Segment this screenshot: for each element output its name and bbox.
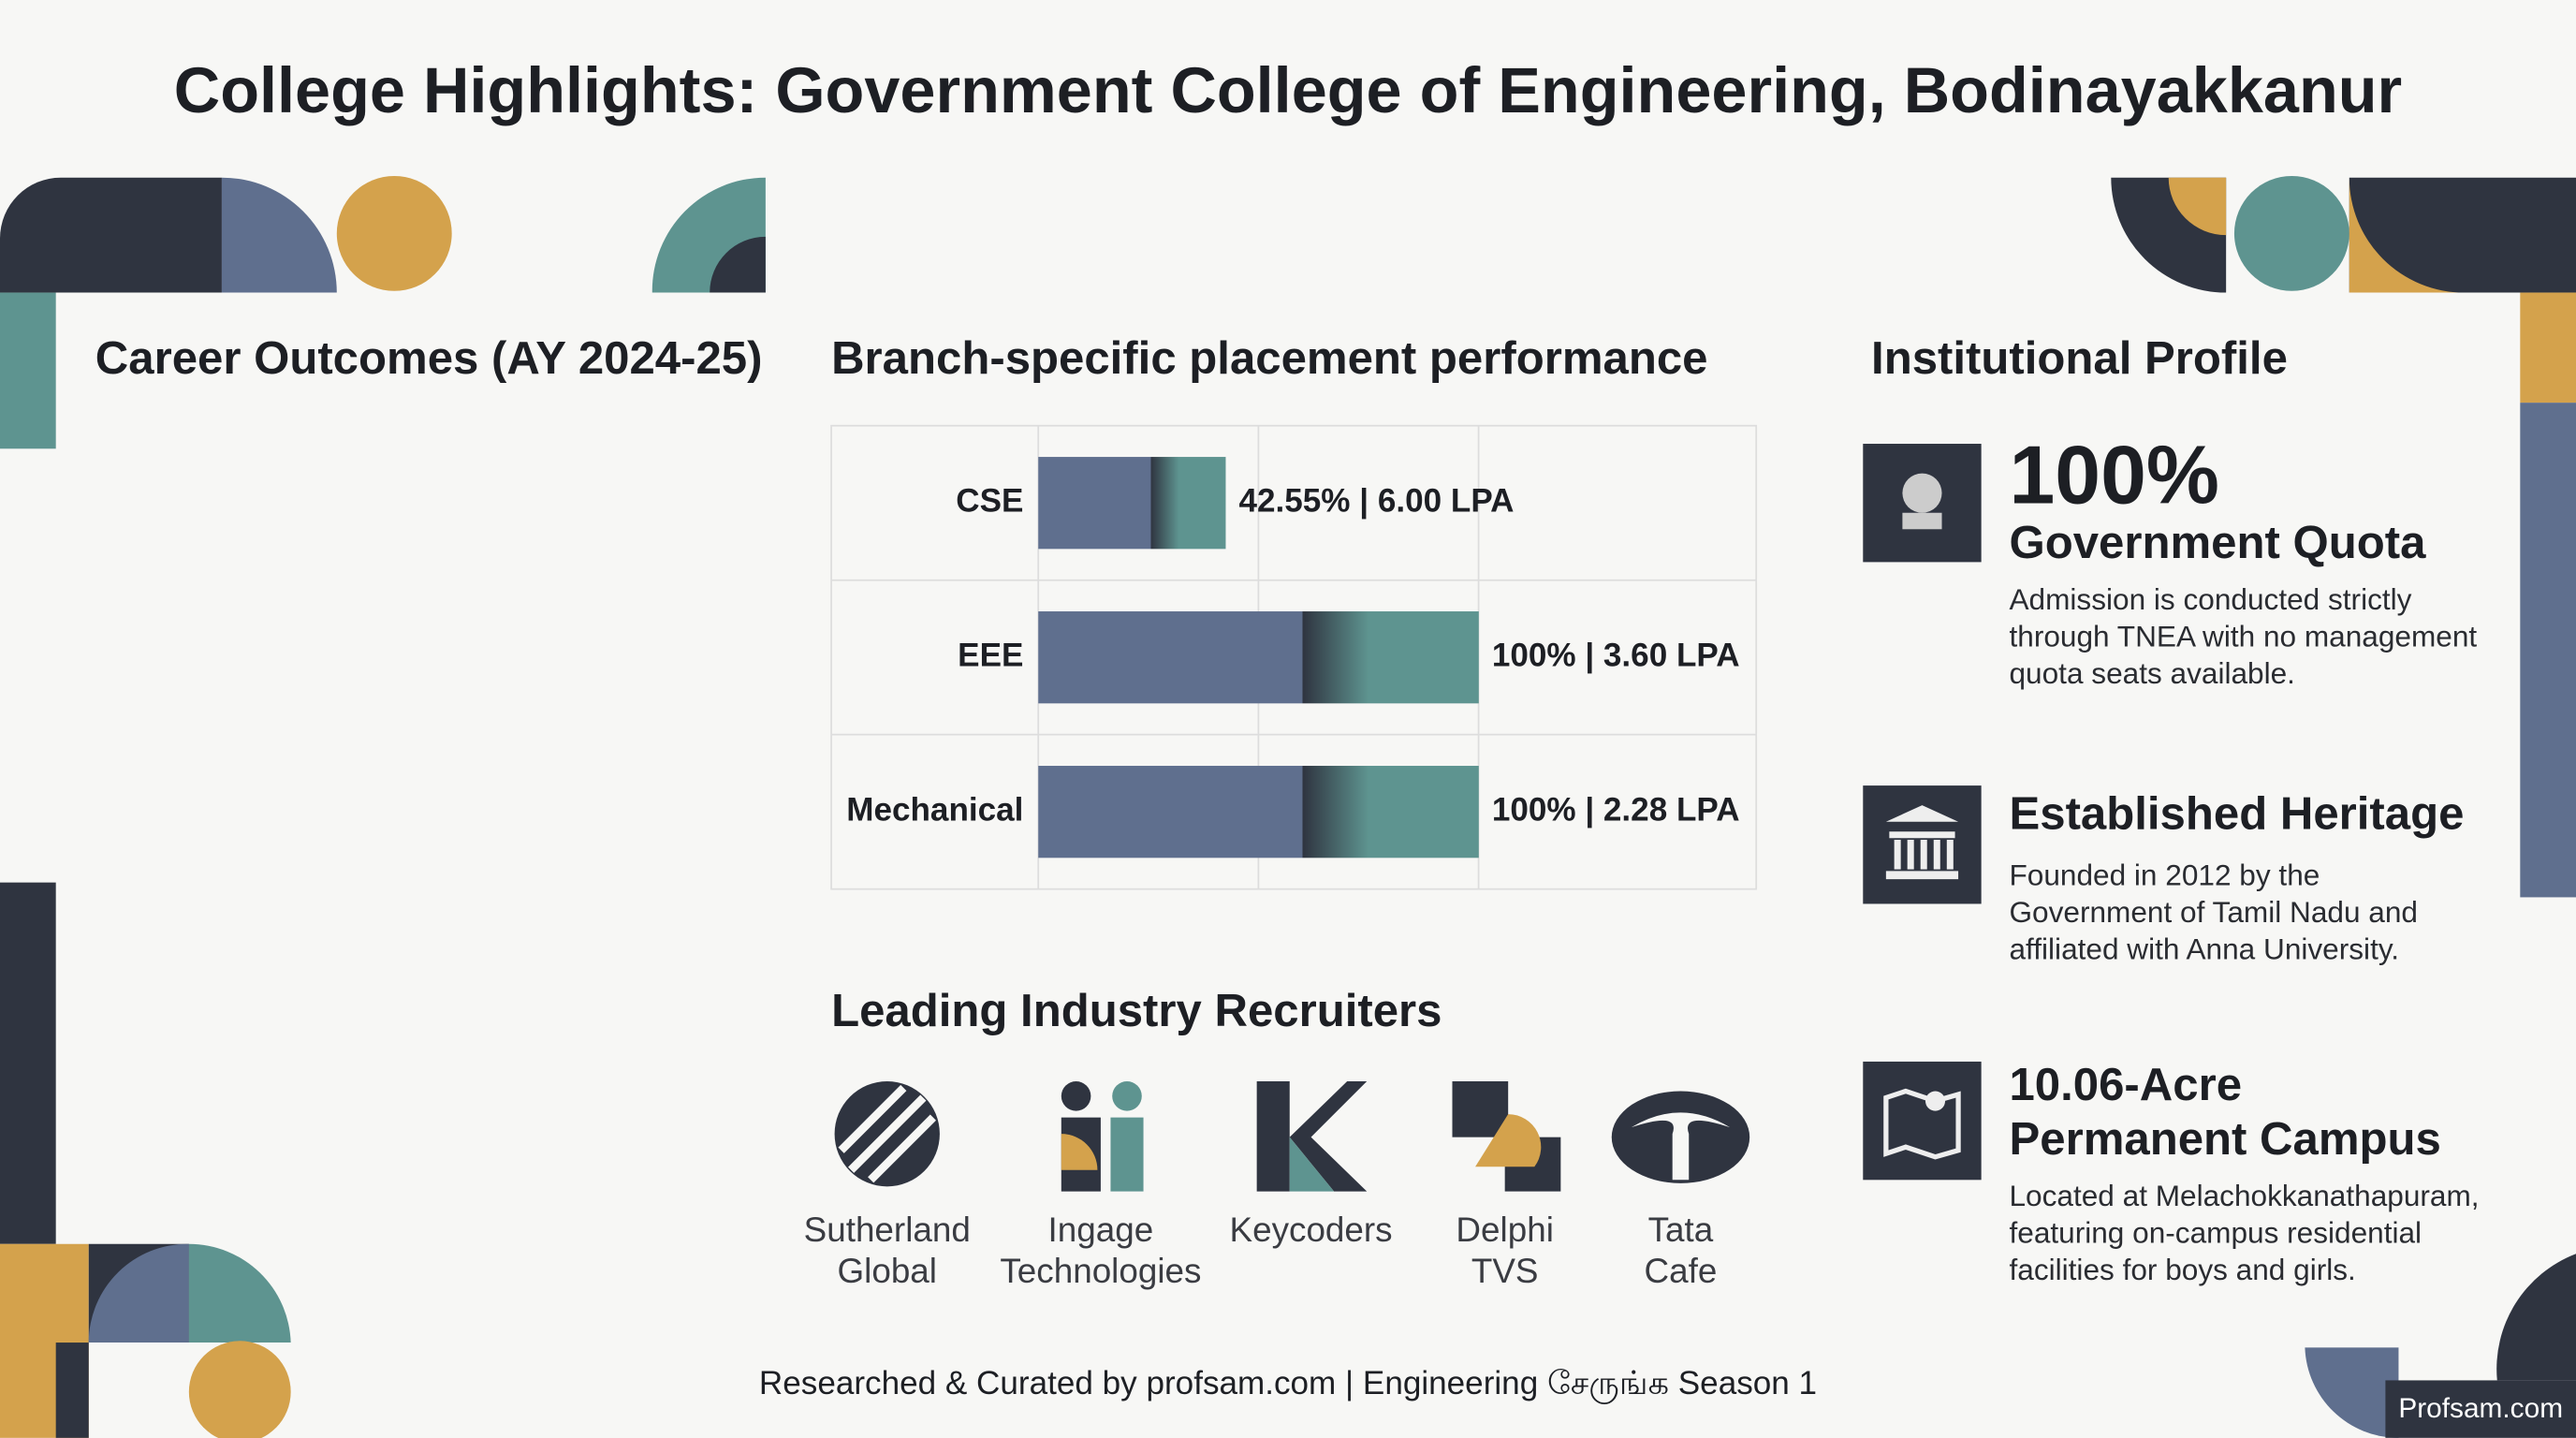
category-label: EEE [958, 637, 1023, 673]
recruiter-name: Keycoders [1230, 1211, 1393, 1249]
profile-title: Established Heritage [2009, 788, 2464, 839]
bar [1038, 766, 1479, 858]
value-label: 42.55% | 6.00 LPA [1238, 482, 1514, 519]
profile-description: featuring on-campus residential [2009, 1215, 2422, 1249]
section-title: Career Outcomes (AY 2024-25) [95, 333, 763, 384]
footer: Researched & Curated by profsam.com | En… [759, 1365, 1817, 1404]
profile-description: facilities for boys and girls. [2009, 1253, 2355, 1286]
decoration [0, 175, 2576, 1438]
chart-title: Branch-specific placement performance [831, 333, 1707, 384]
profile-description: quota seats available. [2009, 656, 2294, 690]
recruiter-name: Ingage [1048, 1211, 1154, 1249]
value-label: 100% | 2.28 LPA [1492, 791, 1740, 828]
category-label: Mechanical [846, 791, 1023, 828]
bar [1038, 457, 1226, 550]
recruiter-name: Sutherland [804, 1211, 971, 1249]
profile-title: 10.06-Acre [2009, 1060, 2242, 1110]
profile-title: Government Quota [2009, 518, 2426, 568]
profile-icons [1863, 444, 1982, 1181]
profile-description: through TNEA with no management [2009, 619, 2477, 653]
profile-description: affiliated with Anna University. [2009, 932, 2399, 966]
section-title: Institutional Profile [1871, 333, 2288, 384]
bar [1038, 611, 1479, 704]
profile-title: Permanent Campus [2009, 1114, 2440, 1165]
recruiter-logos [834, 1081, 1750, 1192]
profile-description: Government of Tamil Nadu and [2009, 895, 2417, 929]
profile-description: Admission is conducted strictly [2009, 582, 2411, 616]
recruiter-name: TVS [1471, 1252, 1539, 1290]
category-label: CSE [956, 482, 1023, 519]
recruiter-name: Delphi [1456, 1211, 1553, 1249]
profile-description: Located at Melachokkanathapuram, [2009, 1179, 2479, 1212]
recruiter-name: Global [837, 1252, 937, 1290]
page-title: College Highlights: Government College o… [174, 54, 2402, 126]
recruiter-name: Technologies [1000, 1252, 1201, 1290]
recruiter-name: Cafe [1645, 1252, 1718, 1290]
recruiter-name: Tata [1648, 1211, 1714, 1249]
profile-stat: 100% [2009, 430, 2218, 521]
section-title: Leading Industry Recruiters [831, 986, 1442, 1036]
value-label: 100% | 3.60 LPA [1492, 637, 1740, 673]
profile-description: Founded in 2012 by the [2009, 858, 2320, 892]
watermark: Profsam.com [2398, 1393, 2563, 1424]
